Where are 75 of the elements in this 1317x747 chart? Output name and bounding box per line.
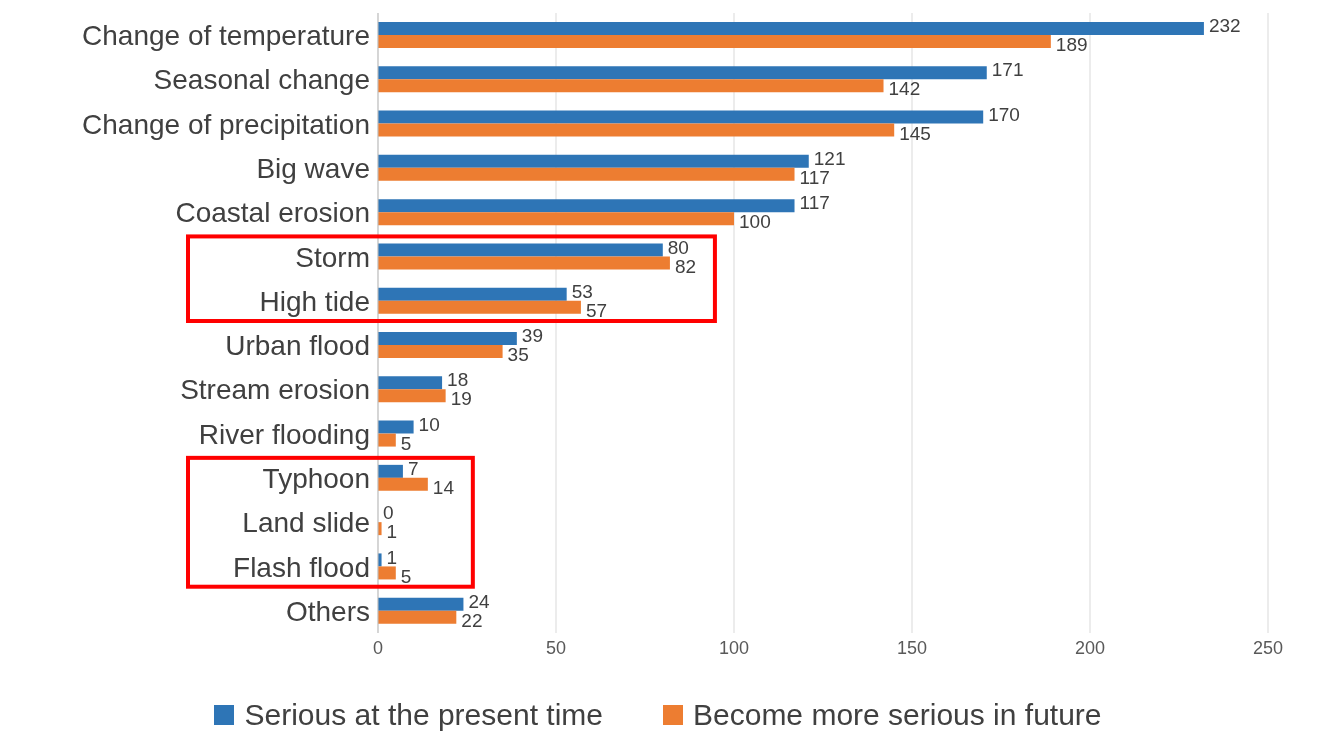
bar — [378, 167, 795, 181]
y-tick-label: Others — [285, 595, 370, 627]
x-tick-label: 150 — [896, 637, 928, 658]
bar — [378, 376, 443, 390]
data-label: 117 — [799, 167, 830, 188]
bar — [378, 433, 396, 447]
x-tick-label: 50 — [545, 637, 567, 658]
bar — [378, 332, 517, 345]
bar — [378, 123, 895, 137]
bar — [378, 477, 428, 491]
data-label: 24 — [468, 590, 491, 612]
bar — [378, 597, 464, 611]
data-label: 117 — [799, 192, 830, 214]
y-tick-label: River flooding — [198, 418, 370, 450]
x-tick-label: 0 — [372, 637, 384, 658]
x-tick-label: 200 — [1074, 637, 1106, 658]
data-label: 1 — [386, 521, 398, 543]
data-label: 80 — [667, 236, 689, 258]
y-tick-label: Stream erosion — [180, 374, 370, 406]
y-tick-label: Big wave — [256, 152, 370, 184]
data-label: 189 — [1055, 34, 1088, 56]
data-label: 14 — [432, 477, 455, 498]
bar — [378, 420, 414, 434]
bar — [378, 199, 795, 213]
bar — [378, 35, 1051, 48]
data-label: 121 — [813, 148, 846, 169]
data-label: 170 — [988, 103, 1020, 125]
data-label: 82 — [674, 255, 697, 277]
bar — [378, 464, 403, 478]
data-label: 5 — [400, 432, 412, 454]
x-tick-label: 100 — [718, 637, 750, 658]
bar — [378, 566, 396, 580]
bar — [378, 256, 670, 270]
y-tick-label: Coastal erosion — [175, 197, 370, 229]
bar — [378, 345, 503, 358]
y-tick-label: Urban flood — [225, 330, 370, 362]
data-label: 5 — [400, 565, 412, 587]
data-label: 35 — [507, 344, 529, 366]
bar — [378, 610, 457, 624]
y-tick-label: Seasonal change — [153, 64, 370, 96]
data-label: 53 — [571, 280, 593, 302]
bar — [378, 79, 884, 93]
data-label: 171 — [991, 59, 1024, 81]
bar — [378, 300, 581, 314]
data-label: 19 — [450, 388, 472, 410]
bar — [378, 243, 663, 257]
y-tick-label: Typhoon — [262, 462, 370, 494]
bar — [378, 22, 1204, 35]
data-label: 18 — [447, 369, 469, 391]
bar — [378, 154, 809, 168]
data-label: 1 — [386, 546, 398, 568]
y-tick-label: Land slide — [242, 507, 370, 539]
data-label: 0 — [383, 502, 394, 524]
legend-label: Become more serious in future — [693, 698, 1102, 732]
y-tick-label: Storm — [295, 241, 370, 273]
bar — [378, 66, 987, 80]
bar — [378, 389, 446, 403]
data-label: 145 — [899, 122, 931, 144]
data-label: 22 — [461, 609, 483, 631]
bar — [378, 287, 567, 301]
legend-label: Serious at the present time — [244, 698, 603, 732]
y-tick-label: Flash flood — [233, 551, 370, 583]
y-tick-label: Change of temperature — [82, 20, 370, 52]
bar — [378, 110, 984, 124]
y-tick-label: Change of precipitation — [82, 108, 370, 140]
data-label: 57 — [585, 299, 608, 321]
data-label: 10 — [418, 413, 440, 435]
data-label: 7 — [407, 458, 419, 479]
data-label: 39 — [521, 325, 543, 347]
y-tick-label: High tide — [259, 285, 370, 317]
data-label: 100 — [739, 211, 771, 233]
bar — [378, 212, 734, 226]
data-label: 232 — [1208, 15, 1241, 37]
data-label: 142 — [888, 78, 921, 100]
x-tick-label: 250 — [1252, 637, 1284, 658]
